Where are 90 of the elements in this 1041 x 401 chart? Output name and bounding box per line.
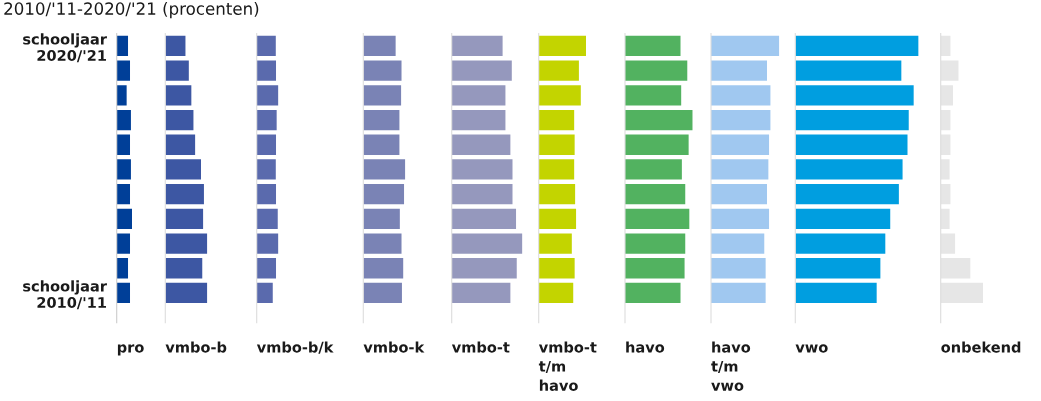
x-axis-title: vmbo-k xyxy=(363,341,425,353)
bar xyxy=(363,109,400,131)
bar xyxy=(165,184,204,205)
bar xyxy=(625,282,681,304)
y-tick-label: schooljaar 2010/'11 xyxy=(23,280,107,310)
bar xyxy=(711,109,771,131)
bar xyxy=(363,85,402,106)
bar xyxy=(625,184,686,205)
bar xyxy=(625,159,682,180)
bar xyxy=(451,85,506,106)
bar xyxy=(538,35,586,57)
bar xyxy=(451,233,523,254)
bar xyxy=(625,233,686,254)
bar xyxy=(165,109,194,131)
bar xyxy=(363,282,402,304)
bar xyxy=(795,134,908,155)
x-axis-title: vmbo-b/k xyxy=(256,341,334,354)
bar xyxy=(711,208,770,229)
bar xyxy=(711,159,769,180)
x-axis-title: vwo xyxy=(795,344,828,353)
bar xyxy=(538,184,576,205)
bar xyxy=(363,60,402,81)
x-axis-title: pro xyxy=(117,344,144,356)
bar xyxy=(795,60,902,81)
bar xyxy=(795,258,881,279)
bar xyxy=(363,208,400,229)
bar xyxy=(363,258,404,279)
bar xyxy=(795,35,919,57)
bar xyxy=(625,134,689,155)
x-axis-title: onbekend xyxy=(941,341,1021,353)
bar xyxy=(451,282,511,304)
bar xyxy=(451,258,517,279)
bar xyxy=(625,60,688,81)
bar xyxy=(165,60,189,81)
bar xyxy=(711,60,768,81)
bar xyxy=(538,85,581,106)
bar xyxy=(625,109,693,131)
bar xyxy=(538,159,575,180)
bar xyxy=(165,134,196,155)
bar xyxy=(795,184,899,205)
bar xyxy=(625,258,685,279)
bar xyxy=(451,60,512,81)
bar xyxy=(165,282,208,304)
y-tick-label: schooljaar 2020/'21 xyxy=(23,33,107,63)
bar xyxy=(363,159,406,180)
bar xyxy=(625,35,681,57)
x-axis-title: vmbo-t xyxy=(451,341,510,353)
bar xyxy=(711,258,766,279)
bar xyxy=(451,109,506,131)
bar xyxy=(165,208,204,229)
x-axis-title: vmbo-b xyxy=(165,341,227,353)
bar xyxy=(538,60,579,81)
bar xyxy=(538,233,572,254)
bar xyxy=(795,85,914,106)
bar xyxy=(165,85,192,106)
bar xyxy=(538,134,575,155)
bar xyxy=(795,109,909,131)
bar xyxy=(165,233,208,254)
bar xyxy=(625,208,690,229)
bar xyxy=(711,233,765,254)
bar xyxy=(711,282,766,304)
bar xyxy=(711,35,780,57)
bar xyxy=(451,208,517,229)
bar xyxy=(363,233,402,254)
bar xyxy=(451,184,513,205)
bar xyxy=(711,184,768,205)
bar xyxy=(165,258,203,279)
bar xyxy=(451,35,503,57)
bar xyxy=(363,134,400,155)
bar xyxy=(451,134,511,155)
chart-title: 2010/'11-2020/'21 (procenten) xyxy=(4,2,259,19)
bar xyxy=(711,134,770,155)
bar xyxy=(795,282,877,304)
bar xyxy=(451,159,513,180)
x-axis-title: havo t/m vwo xyxy=(711,341,751,391)
bar xyxy=(538,109,575,131)
bar xyxy=(538,282,574,304)
bar xyxy=(711,85,771,106)
x-axis-title: vmbo-t t/m havo xyxy=(538,341,597,391)
bar xyxy=(795,233,886,254)
bar xyxy=(363,184,405,205)
bar xyxy=(538,208,577,229)
bar xyxy=(165,35,186,57)
bar xyxy=(538,258,575,279)
bar xyxy=(363,35,396,57)
bar xyxy=(165,159,201,180)
x-axis-title: havo xyxy=(626,341,665,353)
bar xyxy=(795,159,903,180)
bar xyxy=(795,208,891,229)
bar xyxy=(625,85,682,106)
